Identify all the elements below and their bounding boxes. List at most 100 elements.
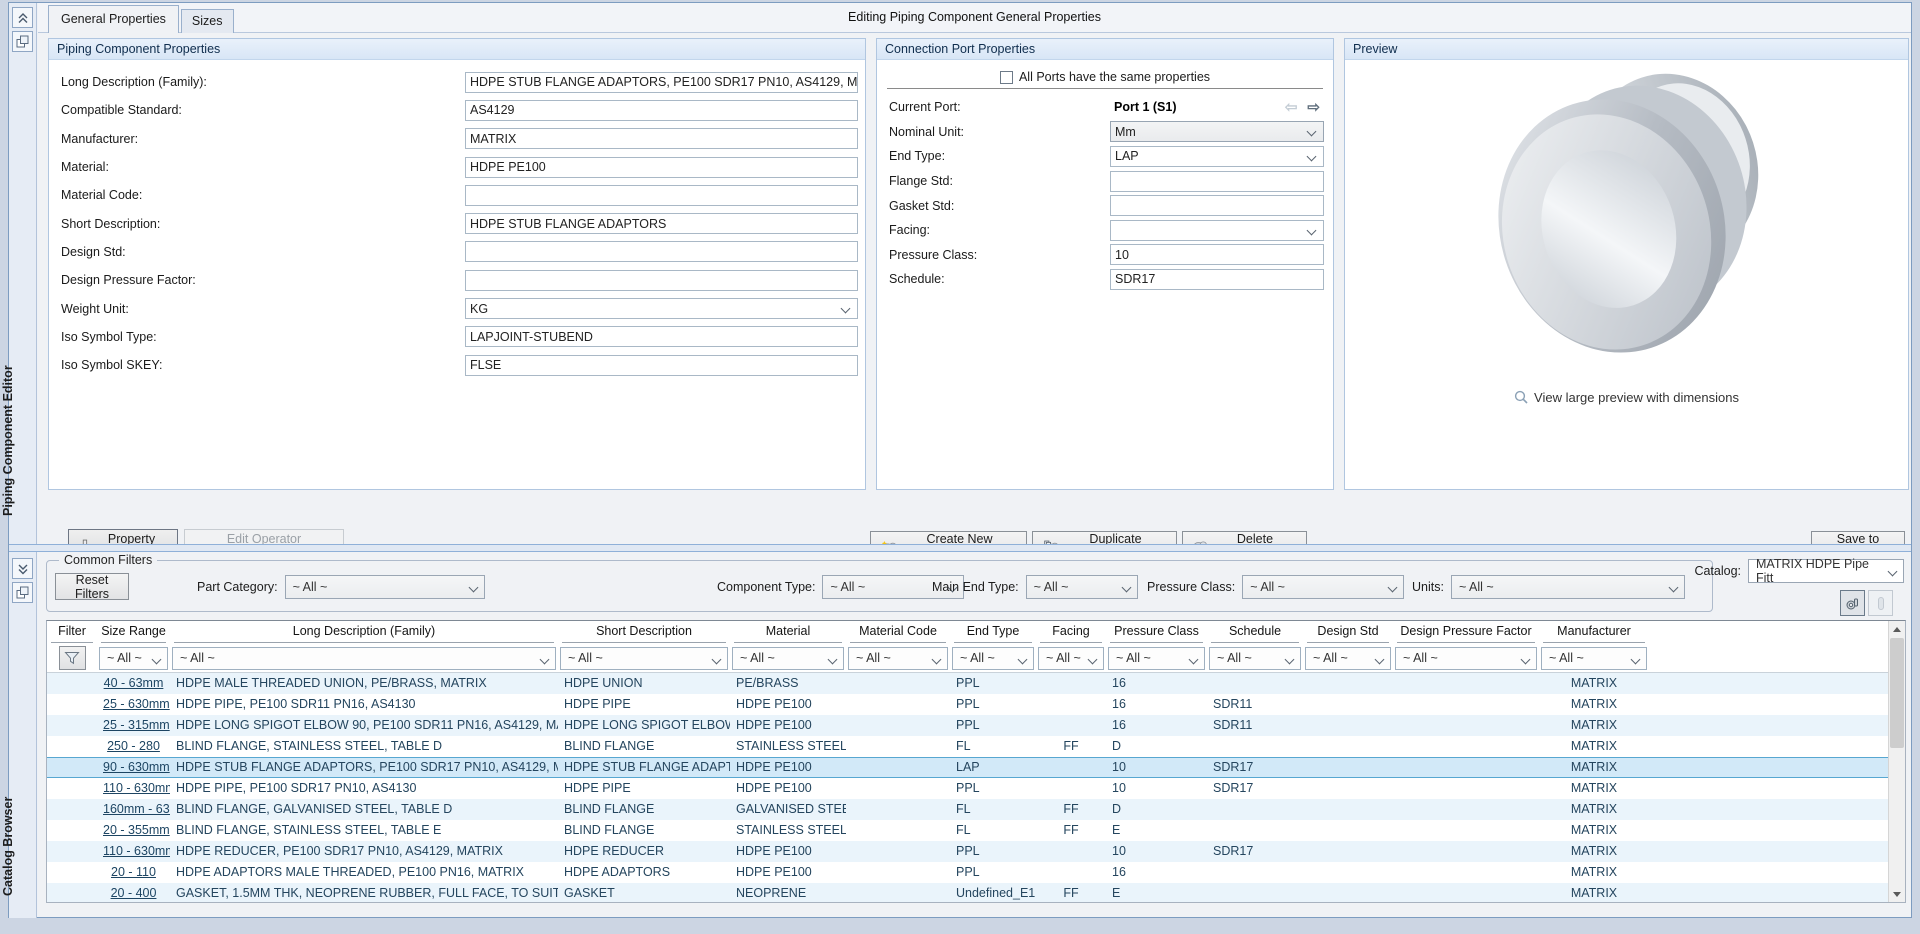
field-input[interactable]: ⇦ ⇨ <box>1110 195 1324 217</box>
field-input[interactable]: Port 1 (S1) ⇦ ⇨ <box>1110 97 1324 118</box>
float-window-button[interactable] <box>12 31 33 52</box>
list-view-toggle-button[interactable] <box>1868 590 1893 616</box>
chevron-down-icon <box>1885 560 1901 582</box>
form-field-row: Material Code: <box>49 181 865 209</box>
column-header[interactable]: Long Description (Family) <box>170 621 558 644</box>
table-row[interactable]: 40 - 63mm HDPE MALE THREADED UNION, PE/B… <box>47 673 1888 694</box>
cell-short-description: HDPE UNION <box>564 676 643 690</box>
cell-size-range-link[interactable]: 20 - 400 <box>110 886 157 900</box>
column-header[interactable]: Size Range <box>97 621 170 644</box>
field-input[interactable]: MATRIX <box>465 128 858 150</box>
column-header[interactable]: End Type <box>950 621 1036 644</box>
cell-pressure-class: 16 <box>1112 676 1126 690</box>
section-splitter[interactable] <box>9 544 1911 552</box>
column-header[interactable]: Short Description <box>558 621 730 644</box>
filter-funnel-button[interactable] <box>58 646 86 670</box>
column-filter-dropdown[interactable]: ~ All ~ <box>1395 646 1537 670</box>
field-input[interactable]: AS4129 <box>465 99 858 121</box>
field-input[interactable]: SDR17 ⇦ ⇨ <box>1110 268 1324 290</box>
collapse-panel-button[interactable] <box>12 558 33 579</box>
column-header[interactable]: Design Pressure Factor <box>1393 621 1539 644</box>
column-header[interactable]: Facing <box>1036 621 1106 644</box>
cell-size-range-link[interactable]: 40 - 63mm <box>103 676 164 690</box>
field-input[interactable]: LAPJOINT-STUBEND <box>465 326 858 348</box>
column-filter-dropdown[interactable]: ~ All ~ <box>1038 646 1104 670</box>
column-header[interactable]: Material <box>730 621 846 644</box>
filter-dropdown[interactable]: ~ All ~ <box>822 575 965 599</box>
field-input[interactable]: HDPE STUB FLANGE ADAPTORS <box>465 213 858 235</box>
field-input[interactable]: KG <box>465 298 858 320</box>
column-header[interactable]: Manufacturer <box>1539 621 1649 644</box>
field-value: MATRIX <box>470 131 517 146</box>
field-input[interactable] <box>465 184 858 206</box>
column-filter-dropdown[interactable]: ~ All ~ <box>1541 646 1647 670</box>
scroll-up-button[interactable] <box>1889 621 1905 637</box>
field-input[interactable]: Mm ⇦ ⇨ <box>1110 121 1324 143</box>
column-header[interactable]: Design Std <box>1303 621 1393 644</box>
field-input[interactable] <box>465 241 858 263</box>
column-filter-dropdown[interactable]: ~ All ~ <box>952 646 1034 670</box>
table-row[interactable]: 20 - 400 GASKET, 1.5MM THK, NEOPRENE RUB… <box>47 883 1888 902</box>
scrollbar-thumb[interactable] <box>1890 638 1904 748</box>
filter-dropdown[interactable]: ~ All ~ <box>284 575 485 599</box>
field-input[interactable]: ⇦ ⇨ <box>1110 219 1324 241</box>
field-input[interactable]: LAP ⇦ ⇨ <box>1110 145 1324 167</box>
cell-size-range-link[interactable]: 250 - 280 <box>107 739 160 753</box>
next-port-arrow-icon[interactable]: ⇨ <box>1307 98 1320 116</box>
all-ports-checkbox[interactable] <box>999 70 1013 84</box>
table-row[interactable]: 160mm - 630m BLIND FLANGE, GALVANISED ST… <box>47 799 1888 820</box>
table-row[interactable]: 110 - 630mm HDPE REDUCER, PE100 SDR17 PN… <box>47 841 1888 862</box>
component-view-toggle-button[interactable] <box>1840 590 1865 616</box>
separator <box>887 88 1323 89</box>
cell-short-description: HDPE PIPE <box>564 781 631 795</box>
field-input[interactable]: FLSE <box>465 354 858 376</box>
cell-size-range-link[interactable]: 90 - 630mm <box>103 760 170 774</box>
column-filter-dropdown[interactable]: ~ All ~ <box>560 646 728 670</box>
column-filter-dropdown[interactable]: ~ All ~ <box>172 646 556 670</box>
column-header[interactable]: Schedule <box>1207 621 1303 644</box>
column-header[interactable]: Pressure Class <box>1106 621 1207 644</box>
cell-size-range-link[interactable]: 20 - 355mm <box>103 823 170 837</box>
reset-filters-button[interactable]: Reset Filters <box>55 573 129 601</box>
previous-port-arrow-icon[interactable]: ⇦ <box>1284 98 1298 116</box>
field-input[interactable]: 10 ⇦ ⇨ <box>1110 244 1324 266</box>
column-filter-dropdown[interactable]: ~ All ~ <box>99 646 168 670</box>
column-filter-dropdown[interactable]: ~ All ~ <box>1209 646 1301 670</box>
table-row[interactable]: 110 - 630mm HDPE PIPE, PE100 SDR17 PN10,… <box>47 778 1888 799</box>
column-header[interactable]: Filter <box>47 621 97 644</box>
table-row[interactable]: 20 - 110 HDPE ADAPTORS MALE THREADED, PE… <box>47 862 1888 883</box>
column-header[interactable]: Material Code <box>846 621 950 644</box>
filter-dropdown[interactable]: ~ All ~ <box>1025 575 1138 599</box>
table-row[interactable]: 20 - 355mm BLIND FLANGE, STAINLESS STEEL… <box>47 820 1888 841</box>
cell-size-range-link[interactable]: 110 - 630mm <box>103 781 170 795</box>
column-filter-dropdown[interactable]: ~ All ~ <box>848 646 948 670</box>
cell-size-range-link[interactable]: 20 - 110 <box>111 865 156 879</box>
column-filter-dropdown[interactable]: ~ All ~ <box>1108 646 1205 670</box>
table-row[interactable]: 25 - 630mm HDPE PIPE, PE100 SDR11 PN16, … <box>47 694 1888 715</box>
vertical-scrollbar[interactable] <box>1888 621 1905 902</box>
field-input[interactable] <box>465 269 858 291</box>
cell-size-range-link[interactable]: 160mm - 630m <box>103 802 170 816</box>
tab[interactable]: General Properties <box>48 5 179 33</box>
float-window-button[interactable] <box>12 582 33 603</box>
tab[interactable]: Sizes <box>180 9 234 33</box>
table-row[interactable]: 25 - 315mm HDPE LONG SPIGOT ELBOW 90, PE… <box>47 715 1888 736</box>
column-filter-dropdown[interactable]: ~ All ~ <box>1305 646 1391 670</box>
field-input[interactable]: HDPE STUB FLANGE ADAPTORS, PE100 SDR17 P… <box>465 71 858 93</box>
scroll-down-button[interactable] <box>1889 886 1905 902</box>
table-row[interactable]: 250 - 280 BLIND FLANGE, STAINLESS STEEL,… <box>47 736 1888 757</box>
common-filters-group: Common Filters Reset Filters Part Catego… <box>46 553 1713 612</box>
filter-dropdown[interactable]: ~ All ~ <box>1450 575 1685 599</box>
cell-size-range-link[interactable]: 25 - 630mm <box>103 697 170 711</box>
catalog-dropdown[interactable]: MATRIX HDPE Pipe Fitt <box>1748 557 1904 585</box>
cell-size-range-link[interactable]: 110 - 630mm <box>103 844 170 858</box>
field-input[interactable]: ⇦ ⇨ <box>1110 170 1324 192</box>
collapse-panel-button[interactable] <box>12 7 33 28</box>
filter-dropdown[interactable]: ~ All ~ <box>1242 575 1405 599</box>
table-row[interactable]: 90 - 630mm HDPE STUB FLANGE ADAPTORS, PE… <box>47 757 1888 778</box>
column-filter-dropdown[interactable]: ~ All ~ <box>732 646 844 670</box>
view-large-preview-link[interactable]: View large preview with dimensions <box>1345 390 1908 405</box>
funnel-icon <box>64 652 80 665</box>
field-input[interactable]: HDPE PE100 <box>465 156 858 178</box>
cell-size-range-link[interactable]: 25 - 315mm <box>103 718 170 732</box>
